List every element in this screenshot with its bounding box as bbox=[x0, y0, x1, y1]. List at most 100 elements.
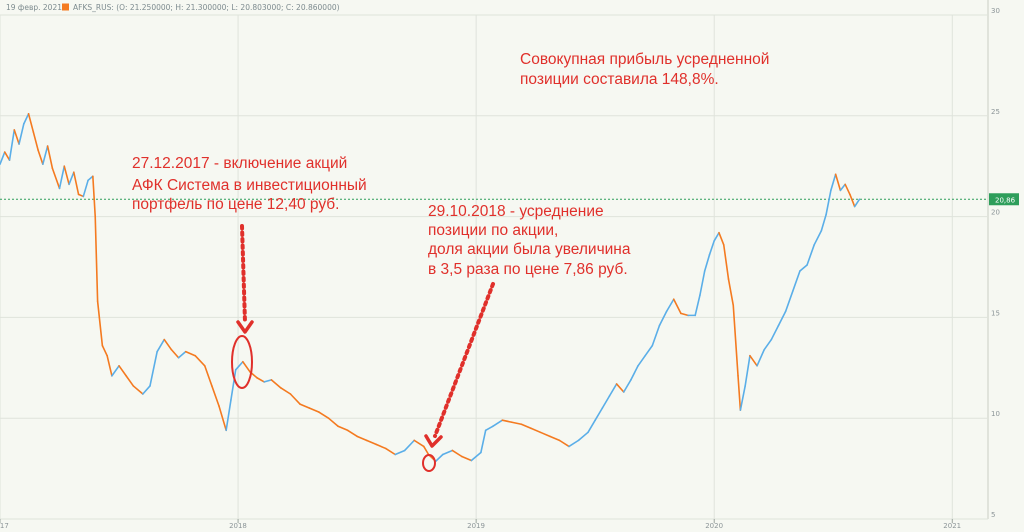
price-segment bbox=[694, 294, 701, 317]
price-segment bbox=[484, 425, 494, 432]
price-segment bbox=[203, 364, 213, 387]
price-segment bbox=[37, 149, 44, 165]
price-segment bbox=[27, 112, 35, 133]
price-segment bbox=[132, 385, 144, 395]
y-tick-label: 10 bbox=[991, 410, 1000, 418]
price-segment bbox=[106, 354, 113, 377]
price-segment bbox=[558, 439, 570, 448]
price-segment bbox=[703, 254, 711, 272]
price-segment bbox=[413, 439, 425, 448]
price-segment bbox=[749, 354, 758, 367]
price-segment bbox=[211, 385, 220, 407]
price-segment bbox=[501, 419, 513, 424]
price-segment bbox=[530, 427, 542, 434]
price-segment bbox=[777, 310, 787, 327]
arrow-entry bbox=[236, 224, 254, 334]
price-segment bbox=[718, 231, 725, 246]
price-segment bbox=[568, 439, 580, 448]
price-segment bbox=[194, 354, 206, 367]
price-segment bbox=[308, 407, 320, 413]
price-segment bbox=[230, 369, 237, 401]
price-segment bbox=[101, 344, 108, 357]
price-segment bbox=[784, 290, 794, 313]
y-tick-label: 25 bbox=[991, 108, 1000, 116]
price-segment bbox=[727, 278, 735, 307]
price-segment bbox=[356, 435, 368, 442]
price-segment bbox=[601, 395, 611, 409]
grid bbox=[0, 14, 988, 523]
price-segment bbox=[820, 213, 827, 232]
annotation-averaging-line-3: доля акции была увеличина bbox=[428, 241, 631, 258]
price-segment bbox=[96, 300, 104, 347]
price-segment bbox=[125, 375, 135, 387]
price-segment bbox=[830, 173, 837, 192]
price-segment bbox=[142, 385, 151, 395]
arrow-averaging bbox=[424, 282, 495, 448]
price-segment bbox=[63, 165, 70, 186]
price-segment bbox=[791, 270, 801, 292]
price-segment bbox=[799, 264, 808, 272]
x-tick-label: 2020 bbox=[705, 522, 723, 530]
header-date: 19 февр. 2021 bbox=[6, 3, 62, 12]
annotation-total-line-1: Совокупная прибыль усредненной bbox=[520, 51, 769, 68]
arrow-averaging-head bbox=[424, 434, 443, 448]
price-segment bbox=[825, 189, 832, 216]
annotation-total-profit: Совокупная прибыль усредненной позиции с… bbox=[520, 51, 769, 88]
annotation-averaging-line-4: в 3,5 раза по цене 7,86 руб. bbox=[428, 261, 628, 278]
price-segment bbox=[270, 379, 282, 389]
price-segment bbox=[615, 383, 625, 393]
price-series bbox=[0, 112, 861, 463]
x-tick-label: 2017 bbox=[0, 522, 9, 530]
price-segment bbox=[849, 193, 856, 208]
price-segment bbox=[644, 344, 654, 357]
price-segment bbox=[813, 229, 823, 246]
annotation-averaging-line-1: 29.10.2018 - усреднение bbox=[428, 203, 604, 220]
price-segment bbox=[732, 304, 739, 377]
price-segment bbox=[422, 445, 430, 456]
price-segment bbox=[665, 298, 675, 313]
price-segment bbox=[82, 179, 89, 198]
y-tick-label: 5 bbox=[991, 511, 995, 519]
axis-ticks: 30 25 20 15 10 5 2017 2018 2019 2020 2021 bbox=[0, 7, 1000, 530]
price-segment bbox=[637, 354, 646, 367]
price-segment bbox=[492, 419, 504, 428]
price-segment bbox=[346, 429, 358, 438]
price-segment bbox=[299, 403, 311, 409]
price-segment bbox=[68, 171, 75, 186]
y-tick-label: 15 bbox=[991, 309, 1000, 317]
price-segment bbox=[722, 244, 730, 280]
price-segment bbox=[461, 455, 473, 462]
price-segment bbox=[737, 375, 742, 411]
price-segment bbox=[46, 145, 54, 170]
price-segment bbox=[111, 364, 120, 377]
price-segment bbox=[651, 324, 661, 347]
header-ohlc: AFKS_RUS: (O: 21.250000; H: 21.300000; L… bbox=[73, 3, 340, 12]
price-segment bbox=[658, 310, 668, 327]
price-segment bbox=[756, 348, 766, 367]
price-segment bbox=[511, 421, 523, 426]
x-tick-label: 2018 bbox=[229, 522, 247, 530]
price-segment bbox=[834, 173, 842, 192]
price-segment bbox=[225, 399, 232, 432]
price-segment bbox=[365, 439, 377, 446]
price-segment bbox=[18, 123, 25, 145]
current-price-label-text: 20,86 bbox=[995, 196, 1016, 204]
arrow-entry-head bbox=[236, 320, 254, 334]
current-price-label: 20,86 bbox=[989, 193, 1019, 206]
price-segment bbox=[77, 193, 85, 198]
price-segment bbox=[739, 385, 746, 411]
price-segment bbox=[384, 447, 397, 456]
price-segment bbox=[337, 425, 349, 432]
price-segment bbox=[844, 183, 851, 196]
price-segment bbox=[118, 364, 127, 377]
price-segment bbox=[672, 298, 682, 315]
price-segment bbox=[184, 350, 197, 357]
series-color-swatch bbox=[62, 3, 69, 11]
price-segment bbox=[149, 350, 158, 387]
current-price-label-bg bbox=[989, 193, 1019, 206]
price-segment bbox=[699, 270, 706, 297]
annotation-entry: 27.12.2017 - включение акций АФК Система… bbox=[132, 155, 367, 213]
price-segment bbox=[0, 151, 6, 165]
price-segment bbox=[770, 324, 780, 341]
